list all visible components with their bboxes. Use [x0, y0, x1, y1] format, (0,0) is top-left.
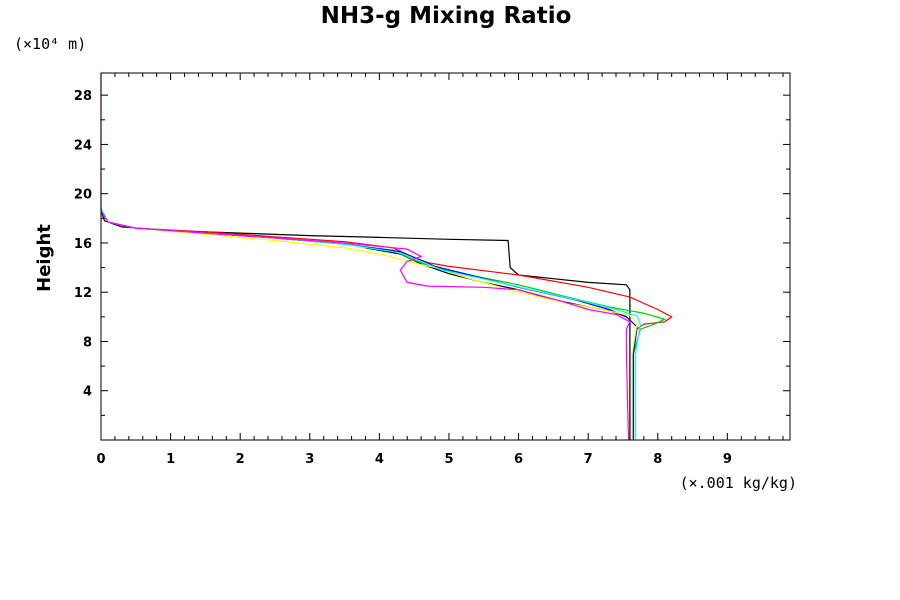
y-tick-label: 4 [83, 385, 92, 400]
x-tick-label: 5 [444, 452, 453, 467]
x-tick-label: 2 [236, 452, 245, 467]
series-line-6 [100, 208, 638, 440]
y-axis-label: Height [34, 224, 55, 292]
x-tick-label: 3 [305, 452, 314, 467]
x-tick-label: 9 [723, 452, 732, 467]
x-axis-unit: (×.001 kg/kg) [680, 474, 797, 492]
x-tick-label: 1 [166, 452, 175, 467]
series-line-4 [100, 208, 667, 440]
x-tick-label: 7 [584, 452, 593, 467]
x-tick-label: 0 [96, 452, 105, 467]
chart-title: NH3-g Mixing Ratio [321, 3, 572, 29]
y-tick-label: 8 [83, 335, 92, 350]
series-layer [100, 73, 673, 441]
series-line-8 [100, 73, 631, 441]
x-tick-label: 4 [375, 452, 384, 467]
series-line-7 [100, 208, 642, 440]
y-tick-label: 24 [74, 138, 92, 153]
y-tick-label: 16 [74, 237, 92, 252]
x-tick-label: 8 [653, 452, 662, 467]
y-tick-label: 28 [74, 89, 92, 104]
y-axis-unit: (×10⁴ m) [14, 35, 86, 53]
y-tick-label: 12 [74, 286, 92, 301]
series-line-5 [100, 208, 638, 440]
x-tick-label: 6 [514, 452, 523, 467]
plot-frame [100, 72, 791, 441]
series-line-3 [100, 208, 673, 440]
y-tick-label: 20 [74, 188, 92, 203]
